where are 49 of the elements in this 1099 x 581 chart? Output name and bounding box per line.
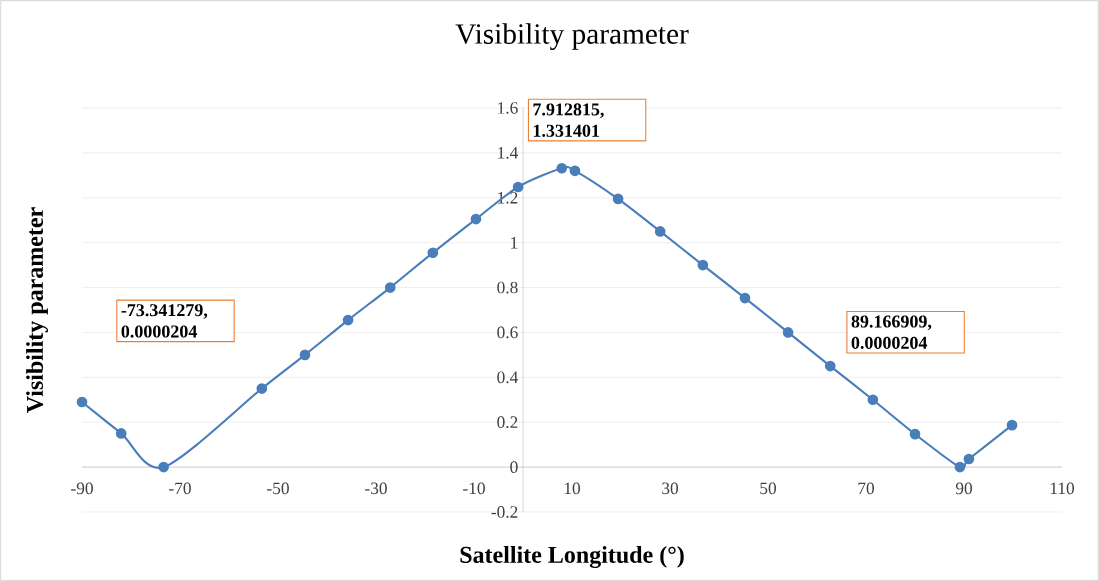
point	[612, 193, 624, 205]
point	[384, 282, 396, 293]
point	[654, 226, 666, 237]
annotation: 7.912815, 1.331401	[533, 103, 604, 137]
x-tick-label: 10	[564, 482, 581, 495]
point	[115, 428, 127, 439]
y-axis-title: Visibility parameter	[26, 207, 48, 413]
x-tick-label: 110	[1050, 482, 1075, 495]
y-tick-label: -0.2	[491, 506, 518, 518]
point	[954, 461, 966, 473]
x-tick-label: -70	[169, 482, 191, 495]
annotation: 89.166909, 0.0000204	[851, 315, 932, 349]
x-tick-label: -30	[365, 482, 387, 495]
x-tick-label: -90	[71, 482, 93, 495]
y-tick-label: 0.6	[497, 326, 518, 339]
point	[256, 383, 268, 394]
x-tick-label: 70	[858, 482, 875, 495]
point	[1006, 419, 1018, 431]
x-tick-label: -50	[267, 482, 289, 495]
point	[556, 162, 568, 174]
x-tick-label: 90	[955, 482, 973, 495]
point	[299, 349, 311, 361]
point	[158, 461, 169, 473]
y-tick-label: 0.8	[497, 281, 518, 294]
point	[782, 327, 794, 338]
point	[512, 181, 524, 193]
y-tick-label: 0.4	[497, 371, 519, 384]
point	[569, 165, 581, 177]
point	[697, 259, 709, 271]
point	[963, 453, 975, 465]
x-tick-label: -10	[463, 482, 485, 495]
point	[342, 314, 354, 326]
x-tick-label: 30	[662, 482, 679, 495]
point	[739, 292, 751, 304]
y-tick-label: 1.4	[498, 147, 519, 159]
y-tick-label: 1	[511, 236, 518, 249]
y-tick-label: 0	[510, 461, 518, 473]
point	[76, 396, 88, 408]
chart-title: Visibility parameter	[455, 23, 689, 50]
point	[427, 247, 439, 259]
y-tick-label: 0.2	[497, 416, 518, 429]
y-tick-label: 1.6	[498, 102, 518, 114]
point	[470, 213, 482, 225]
point	[867, 394, 879, 406]
x-axis-title: Satellite Longitude (°)	[460, 546, 684, 568]
annotation: -73.341279, 0.0000204	[121, 304, 208, 338]
x-tick-label: 50	[760, 482, 777, 495]
point	[824, 360, 836, 372]
point	[909, 428, 921, 440]
